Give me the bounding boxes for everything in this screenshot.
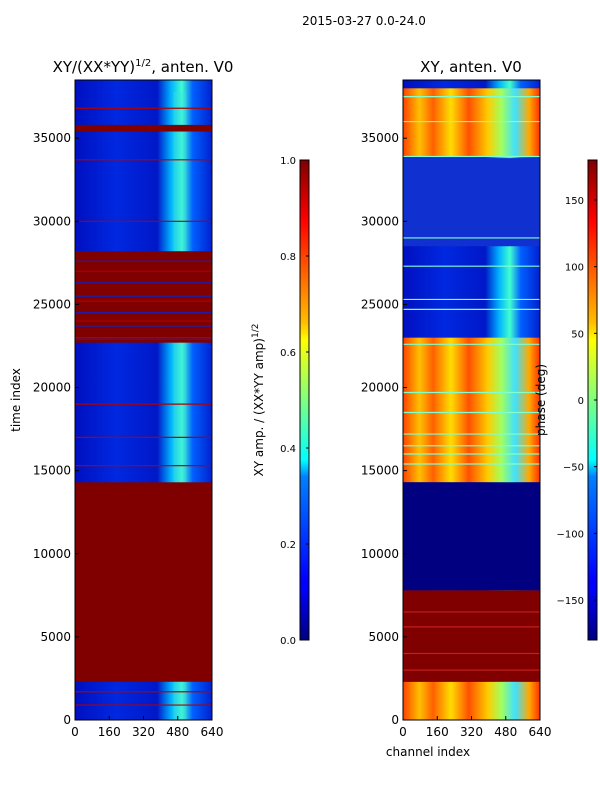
y-tick-label: 25000: [361, 297, 399, 311]
amp-saturated-band: [75, 124, 212, 132]
amp-heatmap: [75, 80, 212, 720]
phase-heatmap: [403, 80, 540, 720]
amp-panel: XY/(XX*YY)1/2, anten. V0 0 160 320 480 640 0 5…: [9, 58, 233, 739]
colorbar-tick-label: 0.4: [280, 444, 296, 455]
amp-bright-column: [173, 342, 187, 483]
phase-colorbar-ticks: −150 −100 −50 0 50 100 150: [557, 196, 597, 607]
y-tick-label: 25000: [33, 297, 71, 311]
amp-saturated-band: [75, 482, 212, 682]
x-tick-label: 480: [166, 725, 189, 739]
y-tick-label: 30000: [33, 214, 71, 228]
colorbar-tick-label: 0: [578, 396, 584, 407]
phase-warm-region: [403, 337, 540, 483]
amp-axis-ticks: 0 160 320 480 640 0 5000 10000 15000 20000 25000 30…: [33, 131, 224, 739]
colorbar-tick-label: 150: [565, 196, 584, 207]
colorbar-tick-label: 50: [571, 329, 584, 340]
amp-colorbar-gradient: [299, 159, 310, 641]
y-tick-label: 15000: [361, 464, 399, 478]
x-tick-label: 320: [460, 725, 483, 739]
x-tick-label: 160: [426, 725, 449, 739]
y-tick-label: 5000: [368, 630, 399, 644]
amp-colorbar-ticks: 0.0 0.2 0.4 0.6 0.8 1.0: [280, 156, 309, 647]
y-tick-label: 15000: [33, 464, 71, 478]
colorbar-tick-label: 0.8: [280, 252, 296, 263]
amp-bright-column: [173, 681, 187, 720]
x-tick-label: 0: [399, 725, 407, 739]
y-tick-label: 10000: [361, 547, 399, 561]
phase-colorbar-label: phase (deg): [534, 364, 548, 436]
y-tick-label: 35000: [361, 131, 399, 145]
amp-panel-title: XY/(XX*YY)1/2, anten. V0: [53, 58, 234, 76]
phase-panel-title: XY, anten. V0: [420, 58, 522, 76]
x-tick-label: 640: [201, 725, 224, 739]
x-tick-label: 0: [71, 725, 79, 739]
colorbar-tick-label: 100: [565, 263, 584, 274]
y-tick-label: 35000: [33, 131, 71, 145]
y-tick-label: 30000: [361, 214, 399, 228]
colorbar-tick-label: 1.0: [280, 156, 296, 167]
y-tick-label: 0: [63, 713, 71, 727]
x-tick-label: 320: [132, 725, 155, 739]
amp-colorbar-label: XY amp. / (XX*YY amp)1/2: [251, 324, 266, 477]
x-tick-label: 160: [98, 725, 121, 739]
phase-colorbar: −150 −100 −50 0 50 100 150 phase (deg): [534, 159, 598, 641]
phase-low-band: [403, 482, 540, 591]
amp-saturated-band: [75, 251, 212, 343]
phase-warm-region: [403, 681, 540, 720]
y-tick-label: 0: [391, 713, 399, 727]
amp-bright-column: [173, 131, 187, 252]
x-tick-label: 480: [494, 725, 517, 739]
phase-mixed-region: [403, 158, 540, 247]
y-tick-label: 20000: [33, 381, 71, 395]
y-tick-label: 10000: [33, 547, 71, 561]
x-tick-label: 640: [529, 725, 552, 739]
colorbar-tick-label: 0.6: [280, 348, 296, 359]
phase-x-axis-label: channel index: [386, 745, 470, 759]
colorbar-tick-label: 0.0: [280, 636, 296, 647]
amp-colorbar: 0.0 0.2 0.4 0.6 0.8 1.0 XY amp. / (XX*YY amp)…: [251, 156, 310, 647]
phase-panel: XY, anten. V0 0 160 320 480 640 0 5000 10000 150…: [361, 58, 552, 759]
y-tick-label: 20000: [361, 381, 399, 395]
phase-axis-ticks: 0 160 320 480 640 0 5000 10000 15000 20000 25000 30…: [361, 131, 552, 739]
colorbar-tick-label: 0.2: [280, 540, 296, 551]
colorbar-tick-label: −150: [557, 596, 584, 607]
amp-y-axis-label: time index: [9, 368, 23, 432]
phase-warm-region: [403, 88, 540, 157]
figure-suptitle: 2015-03-27 0.0-24.0: [302, 14, 426, 28]
colorbar-tick-label: −100: [557, 529, 584, 540]
y-tick-label: 5000: [40, 630, 71, 644]
phase-saturated-band: [403, 590, 540, 682]
colorbar-tick-label: −50: [563, 463, 584, 474]
